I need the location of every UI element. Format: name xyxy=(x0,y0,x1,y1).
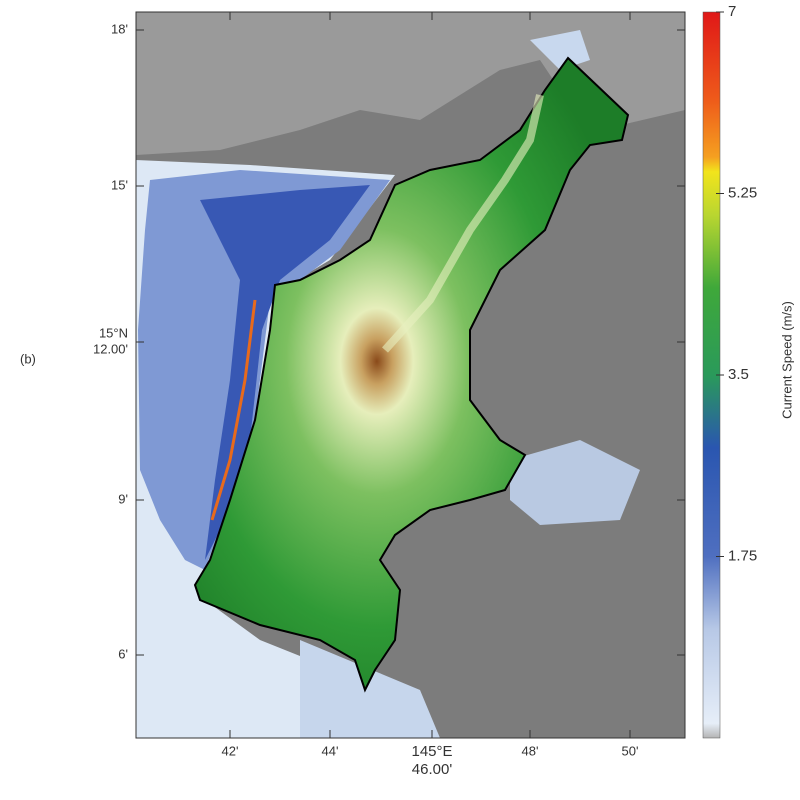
colorbar-tick-label: 5.25 xyxy=(728,184,757,201)
lat-label: 6' xyxy=(118,646,128,661)
lon-label: 145°E xyxy=(411,743,452,760)
lat-label: 15°N xyxy=(99,325,128,340)
map xyxy=(136,12,685,738)
colorbar-tick-label: 7 xyxy=(728,3,736,20)
colorbar-tick-label: 1.75 xyxy=(728,547,757,564)
lat-label: 15' xyxy=(111,177,128,192)
panel-label: (b) xyxy=(20,351,36,366)
lon-label: 48' xyxy=(522,743,539,758)
lat-label: 18' xyxy=(111,21,128,36)
lon-label: 44' xyxy=(322,743,339,758)
lon-label: 42' xyxy=(222,743,239,758)
lat-label: 12.00' xyxy=(93,341,128,356)
lon-label: 46.00' xyxy=(412,761,453,778)
colorbar-tick-label: 3.5 xyxy=(728,366,749,383)
lon-label: 50' xyxy=(622,743,639,758)
figure: (b) Current Speed (m/s) 18' 15' 15°N12.00'… xyxy=(0,0,800,795)
lat-label: 9' xyxy=(118,491,128,506)
colorbar-label: Current Speed (m/s) xyxy=(779,301,794,419)
